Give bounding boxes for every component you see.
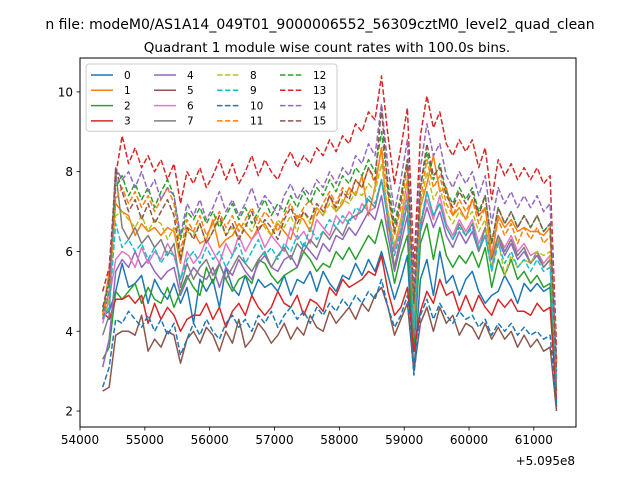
series-line-13 [101, 75, 558, 348]
legend-label-5: 5 [187, 85, 194, 97]
chart-title: Quadrant 1 module wise count rates with … [144, 40, 510, 56]
x-tick-label: 57000 [255, 433, 293, 447]
legend-label-14: 14 [313, 100, 327, 112]
legend-label-13: 13 [313, 85, 326, 97]
legend-label-3: 3 [124, 116, 131, 128]
series-line-2 [102, 218, 558, 392]
x-tick-label: 60000 [450, 433, 488, 447]
legend-label-2: 2 [124, 100, 131, 112]
series-line-9 [102, 178, 558, 376]
legend-label-6: 6 [187, 100, 194, 112]
plot-area [101, 75, 558, 412]
y-axis: 2 4 6 8 10 [58, 85, 80, 419]
legend-label-1: 1 [124, 85, 131, 97]
series-line-3 [102, 254, 558, 400]
legend-label-4: 4 [187, 70, 194, 82]
x-tick-label: 61000 [515, 433, 553, 447]
x-offset-label: +5.095e8 [516, 454, 575, 468]
y-tick-label: 6 [65, 245, 73, 259]
x-tick-label: 54000 [61, 433, 99, 447]
legend-label-8: 8 [250, 70, 257, 82]
legend-label-9: 9 [250, 85, 257, 97]
y-tick-label: 8 [65, 165, 73, 179]
legend-box [85, 63, 338, 132]
x-tick-label: 58000 [320, 433, 358, 447]
y-tick-label: 10 [58, 85, 73, 99]
series-line-11 [101, 147, 558, 364]
series-line-15 [101, 107, 558, 372]
x-tick-label: 56000 [191, 433, 229, 447]
series-line-5 [102, 286, 558, 412]
legend-label-0: 0 [124, 70, 131, 82]
x-tick-label: 59000 [385, 433, 423, 447]
legend-label-12: 12 [313, 70, 326, 82]
x-tick-label: 55000 [126, 433, 164, 447]
figure-suptitle: n file: modeM0/AS1A14_049T01_9000006552_… [45, 17, 594, 33]
legend-label-10: 10 [250, 100, 263, 112]
legend-label-11: 11 [250, 116, 263, 128]
legend-label-7: 7 [187, 116, 194, 128]
series-line-10 [101, 278, 558, 404]
y-tick-label: 2 [65, 405, 73, 419]
series-line-14 [101, 103, 558, 360]
legend-label-15: 15 [313, 116, 326, 128]
x-axis: 54000 55000 56000 57000 58000 59000 60000 61000 [61, 427, 553, 447]
series-line-1 [101, 147, 558, 364]
y-tick-label: 4 [65, 325, 73, 339]
axes-frame [79, 57, 577, 428]
series-line-8 [101, 162, 558, 368]
